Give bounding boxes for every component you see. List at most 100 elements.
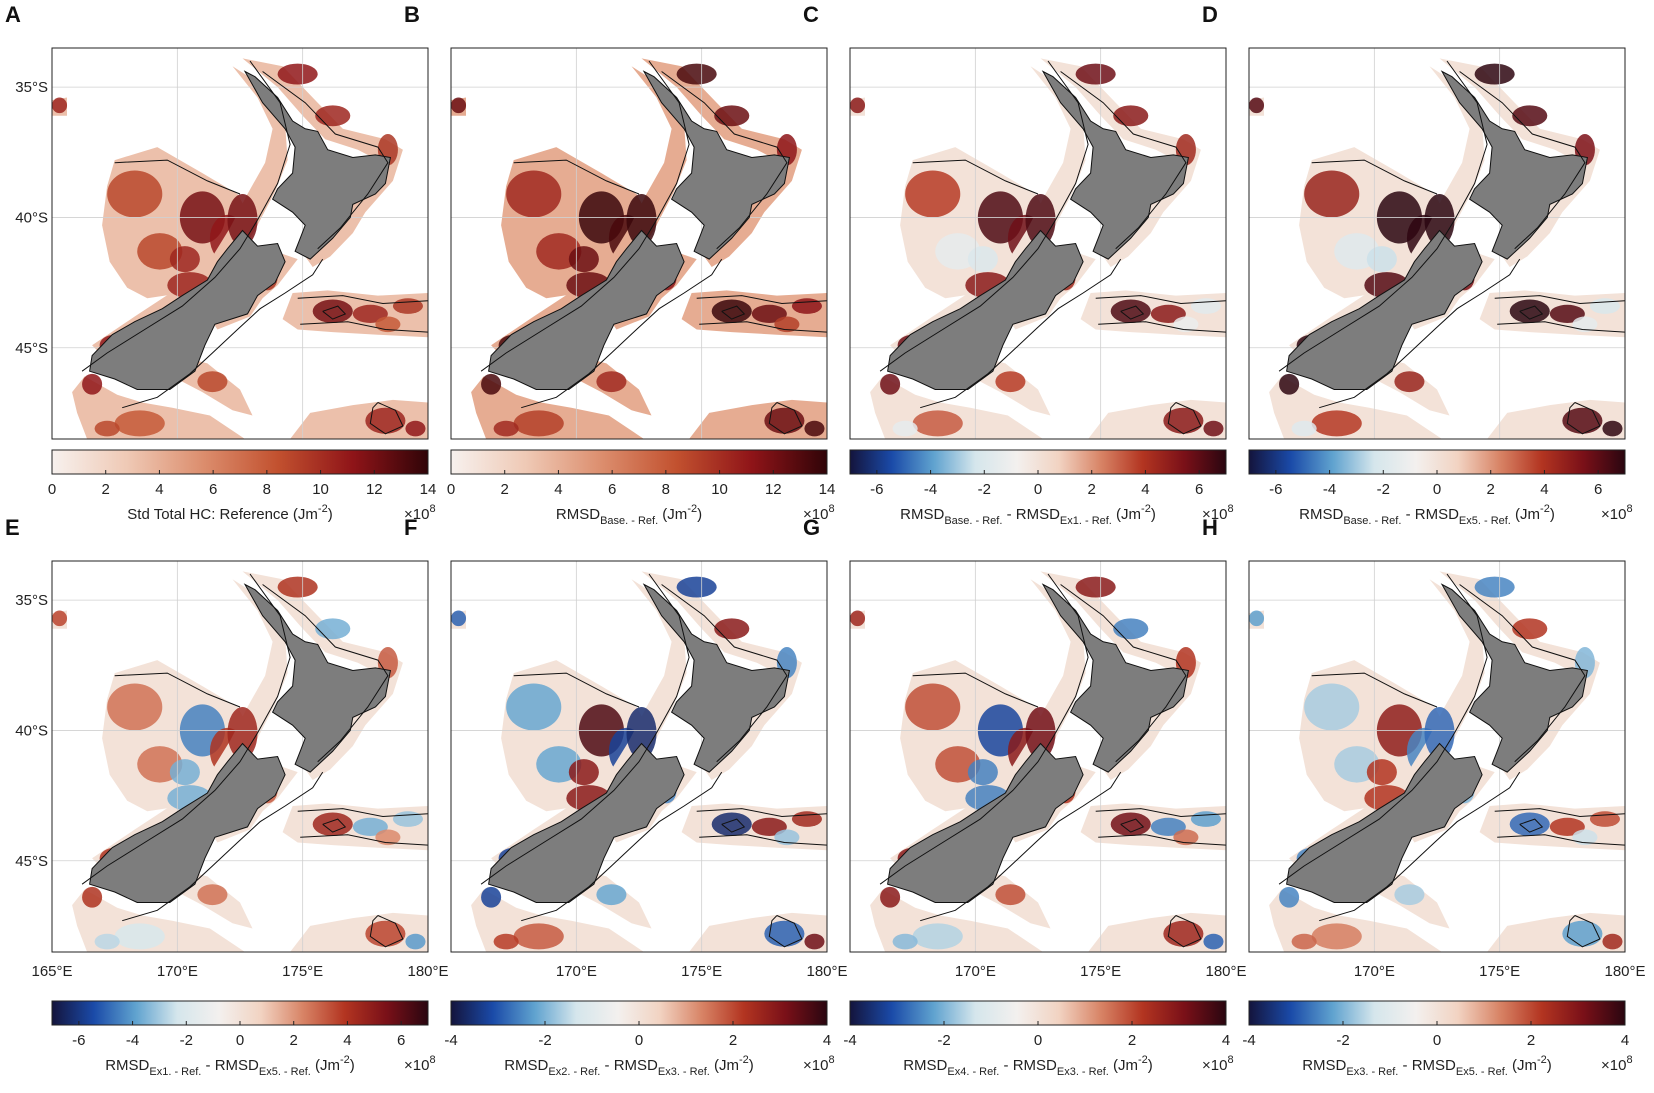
field-blob [277, 576, 318, 598]
x-tick-label: 175°E [282, 963, 323, 980]
field-blob [676, 63, 717, 85]
isobath-contour [912, 159, 1039, 195]
land-south-island [887, 229, 1084, 390]
exponent-power: 8 [1227, 503, 1233, 515]
label-part: Ex2. - Ref. [548, 1066, 600, 1078]
exponent-power: 8 [1626, 1054, 1632, 1066]
colorbar-tick-label: 4 [1621, 1032, 1629, 1049]
field-blob [850, 97, 866, 114]
colorbar-tick-label: 2 [1487, 481, 1495, 498]
isobath-contour [1459, 71, 1586, 250]
isobath-contour [300, 321, 428, 333]
field-blob [277, 63, 318, 85]
colorbar-tick-label: 0 [236, 1032, 244, 1049]
colorbar-tick-label: 0 [1034, 481, 1042, 498]
field-blob [905, 170, 961, 218]
field-blob [312, 299, 353, 324]
x-tick-label: 170°E [955, 963, 996, 980]
colorbar-tick-label: -2 [978, 481, 991, 498]
field-blob [1394, 884, 1425, 906]
field-blob [751, 304, 787, 324]
field-blob [114, 923, 165, 950]
region-northeast [242, 58, 403, 268]
field-blob [1549, 817, 1585, 837]
field-blob [1602, 420, 1623, 437]
label-part: - RMSD [999, 1057, 1057, 1074]
colorbar-label: RMSDEx1. - Ref. - RMSDEx5. - Ref. (Jm-2) [105, 1054, 355, 1078]
x-tick-label: 180°E [1205, 963, 1246, 980]
colorbar-tick-label: 6 [608, 481, 616, 498]
colorbar-tick-label: 8 [662, 481, 670, 498]
colorbar-tick-label: 4 [1222, 1032, 1230, 1049]
field-blob [392, 811, 423, 827]
field-blob [1512, 618, 1548, 640]
panel-label: C [803, 2, 819, 27]
colorbar-tick-label: 2 [1088, 481, 1096, 498]
exponent-power: 8 [828, 503, 834, 515]
field-blob [967, 246, 998, 273]
label-part: -2 [318, 503, 328, 515]
land-north-island [1440, 583, 1588, 773]
land-south-island [1286, 229, 1483, 390]
isobath-contour [369, 915, 404, 948]
colorbar-label: Std Total HC: Reference (Jm-2) [127, 503, 332, 523]
label-part: -2 [340, 1054, 350, 1066]
field-blob [880, 886, 901, 908]
field-blob [481, 886, 502, 908]
isobath-contour [369, 402, 404, 435]
land-north-island [1440, 70, 1588, 260]
isobath-contour [912, 672, 1039, 708]
colorbar-exponent: ×108 [803, 1054, 835, 1074]
land-south-island [887, 742, 1084, 903]
x-tick-label: 170°E [556, 963, 597, 980]
x-tick-label: 180°E [1604, 963, 1645, 980]
isobath-contour [114, 159, 241, 195]
panel-label: A [5, 2, 21, 27]
isobath-contour [297, 295, 428, 305]
isobath-contour [696, 295, 827, 305]
isobath-contour [1497, 321, 1625, 333]
exponent-base: ×10 [1601, 1057, 1626, 1074]
colorbar-tick-label: -4 [1242, 1032, 1255, 1049]
colorbar-tick-label: 4 [343, 1032, 351, 1049]
isobath-contour [699, 834, 827, 846]
field-blob [169, 246, 200, 273]
label-part: (Jm [710, 1057, 739, 1074]
colorbar-label: RMSDBase. - Ref. - RMSDEx5. - Ref. (Jm-2… [1299, 503, 1555, 527]
isobath-contour [1566, 402, 1601, 435]
label-part: Ex4. - Ref. [947, 1066, 999, 1078]
colorbar-tick-label: 0 [1034, 1032, 1042, 1049]
label-part: Std Total HC: Reference (Jm [127, 506, 318, 523]
isobath-contour [768, 402, 803, 435]
label-part: Ex5. - Ref. [259, 1066, 311, 1078]
isobath-contour [513, 159, 640, 195]
map-frame [849, 47, 1227, 440]
field-blob [1366, 759, 1397, 786]
field-blob [1311, 923, 1362, 950]
isobath-contour [1319, 771, 1521, 922]
exponent-base: ×10 [803, 1057, 828, 1074]
isobath-contour [721, 305, 746, 320]
field-blob [1190, 298, 1221, 314]
label-part: RMSD [556, 506, 600, 523]
colorbar-exponent: ×108 [1601, 503, 1633, 523]
isobath-contour [699, 321, 827, 333]
y-tick-label: 40°S [15, 722, 48, 739]
land-south-island [488, 229, 685, 390]
field-blob [1311, 410, 1362, 437]
exponent-base: ×10 [404, 506, 429, 523]
field-blob [513, 923, 564, 950]
isobath-contour [81, 573, 291, 885]
field-blob [352, 304, 388, 324]
label-part: Ex1. - Ref. [149, 1066, 201, 1078]
field-blob [892, 420, 918, 437]
isobath-contour [322, 305, 347, 320]
map-frame [1248, 47, 1626, 440]
map-area [451, 561, 827, 952]
colorbar-tick-label: 6 [397, 1032, 405, 1049]
label-part: -2 [1540, 503, 1550, 515]
isobath-contour [1566, 915, 1601, 948]
label-part: ) [1151, 506, 1156, 523]
